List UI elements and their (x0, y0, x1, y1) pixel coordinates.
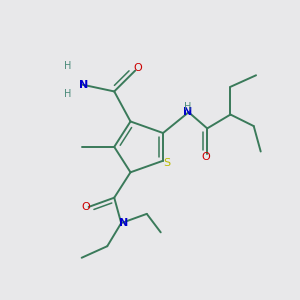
Text: N: N (80, 80, 88, 89)
Text: S: S (163, 158, 170, 168)
Text: O: O (202, 152, 210, 162)
Text: H: H (184, 102, 191, 112)
Text: N: N (119, 218, 129, 228)
Text: O: O (82, 202, 90, 212)
Text: H: H (64, 61, 71, 71)
Text: O: O (133, 63, 142, 73)
Text: H: H (64, 89, 71, 99)
Text: N: N (183, 107, 192, 117)
